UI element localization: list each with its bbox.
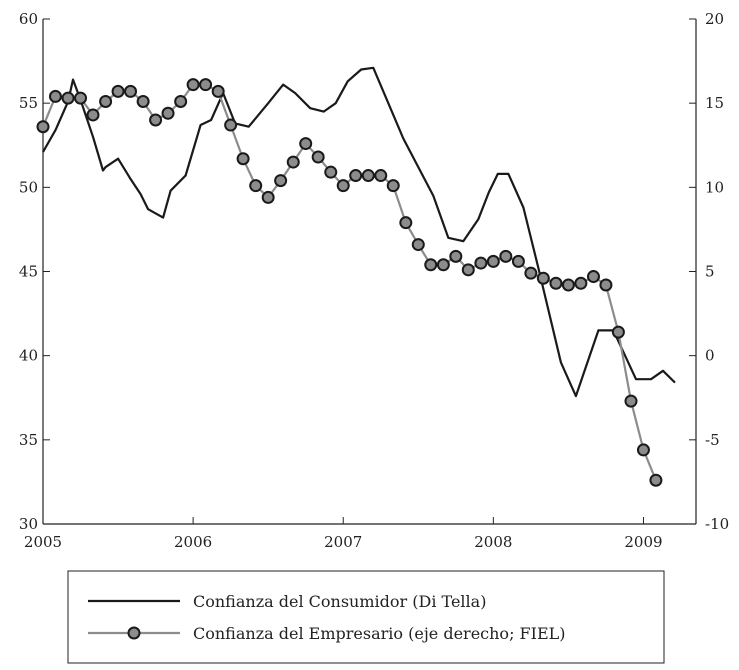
right-y-tick-label: 5: [705, 263, 715, 281]
empresario-point: [361, 169, 375, 183]
empresario-point: [536, 271, 550, 285]
empresario-point: [474, 256, 488, 270]
empresario-point: [511, 254, 525, 268]
empresario-point: [649, 473, 663, 487]
x-tick-label: 2006: [174, 533, 212, 551]
empresario-point: [461, 263, 475, 277]
empresario-point: [236, 152, 250, 166]
empresario-point: [74, 91, 88, 105]
chart-legend: Confianza del Consumidor (Di Tella) Conf…: [67, 570, 665, 664]
legend-marker-empresario: [127, 626, 141, 640]
empresario-point: [549, 276, 563, 290]
empresario-point: [249, 179, 263, 193]
empresario-point: [99, 94, 113, 108]
left-y-tick-label: 30: [19, 515, 38, 533]
chart-series: [36, 66, 676, 487]
empresario-point: [436, 258, 450, 272]
right-y-tick-label: -5: [705, 431, 720, 449]
empresario-point: [111, 84, 125, 98]
empresario-point: [48, 89, 62, 103]
left-y-tick-label: 60: [19, 10, 38, 28]
right-y-axis-ticks: -10 -5 0 5 10 15 20: [689, 10, 729, 533]
legend-box: [67, 570, 665, 664]
empresario-point: [224, 118, 238, 132]
empresario-point: [499, 249, 513, 263]
empresario-point: [199, 78, 213, 92]
left-y-axis-ticks: 30 35 40 45 50 55 60: [19, 10, 50, 533]
left-y-tick-label: 40: [19, 347, 38, 365]
empresario-point: [211, 84, 225, 98]
right-y-tick-label: 20: [705, 10, 724, 28]
empresario-point: [486, 254, 500, 268]
empresario-point: [624, 394, 638, 408]
left-y-tick-label: 50: [19, 178, 38, 196]
empresario-point: [261, 190, 275, 204]
empresario-point: [561, 278, 575, 292]
right-y-tick-label: 10: [705, 178, 724, 196]
x-tick-label: 2009: [624, 533, 662, 551]
empresario-point: [324, 165, 338, 179]
right-y-tick-label: 15: [705, 94, 724, 112]
legend-label-consumidor: Confianza del Consumidor (Di Tella): [193, 592, 486, 611]
chart-axes: [42, 19, 697, 525]
empresario-point: [186, 78, 200, 92]
right-y-tick-label: 0: [705, 347, 715, 365]
empresario-point: [274, 174, 288, 188]
x-axis-ticks: 2005 2006 2007 2008 2009: [24, 517, 663, 551]
empresario-point: [336, 179, 350, 193]
empresario-point: [424, 258, 438, 272]
empresario-point: [149, 113, 163, 127]
empresario-point: [374, 169, 388, 183]
empresario-point: [574, 276, 588, 290]
consumidor-line: [42, 66, 676, 398]
empresario-point: [136, 94, 150, 108]
empresario-point: [636, 443, 650, 457]
left-y-tick-label: 35: [19, 431, 38, 449]
legend-label-empresario: Confianza del Empresario (eje derecho; F…: [193, 624, 566, 643]
empresario-point: [124, 84, 138, 98]
empresario-point: [599, 278, 613, 292]
empresario-point: [299, 137, 313, 151]
left-y-tick-label: 55: [19, 94, 38, 112]
empresario-point: [524, 266, 538, 280]
x-tick-label: 2007: [324, 533, 362, 551]
right-y-tick-label: -10: [705, 515, 729, 533]
empresario-point: [61, 91, 75, 105]
empresario-point: [386, 179, 400, 193]
empresario-point: [611, 325, 625, 339]
empresario-point: [411, 238, 425, 252]
empresario-point: [174, 94, 188, 108]
empresario-point: [161, 106, 175, 120]
empresario-point: [399, 216, 413, 230]
left-y-tick-label: 45: [19, 263, 38, 281]
empresario-point: [586, 270, 600, 284]
x-tick-label: 2005: [24, 533, 62, 551]
empresario-point: [286, 155, 300, 169]
empresario-point: [36, 120, 50, 134]
empresario-point: [86, 108, 100, 122]
empresario-point: [311, 150, 325, 164]
x-tick-label: 2008: [474, 533, 512, 551]
empresario-point: [449, 249, 463, 263]
empresario-point: [349, 169, 363, 183]
